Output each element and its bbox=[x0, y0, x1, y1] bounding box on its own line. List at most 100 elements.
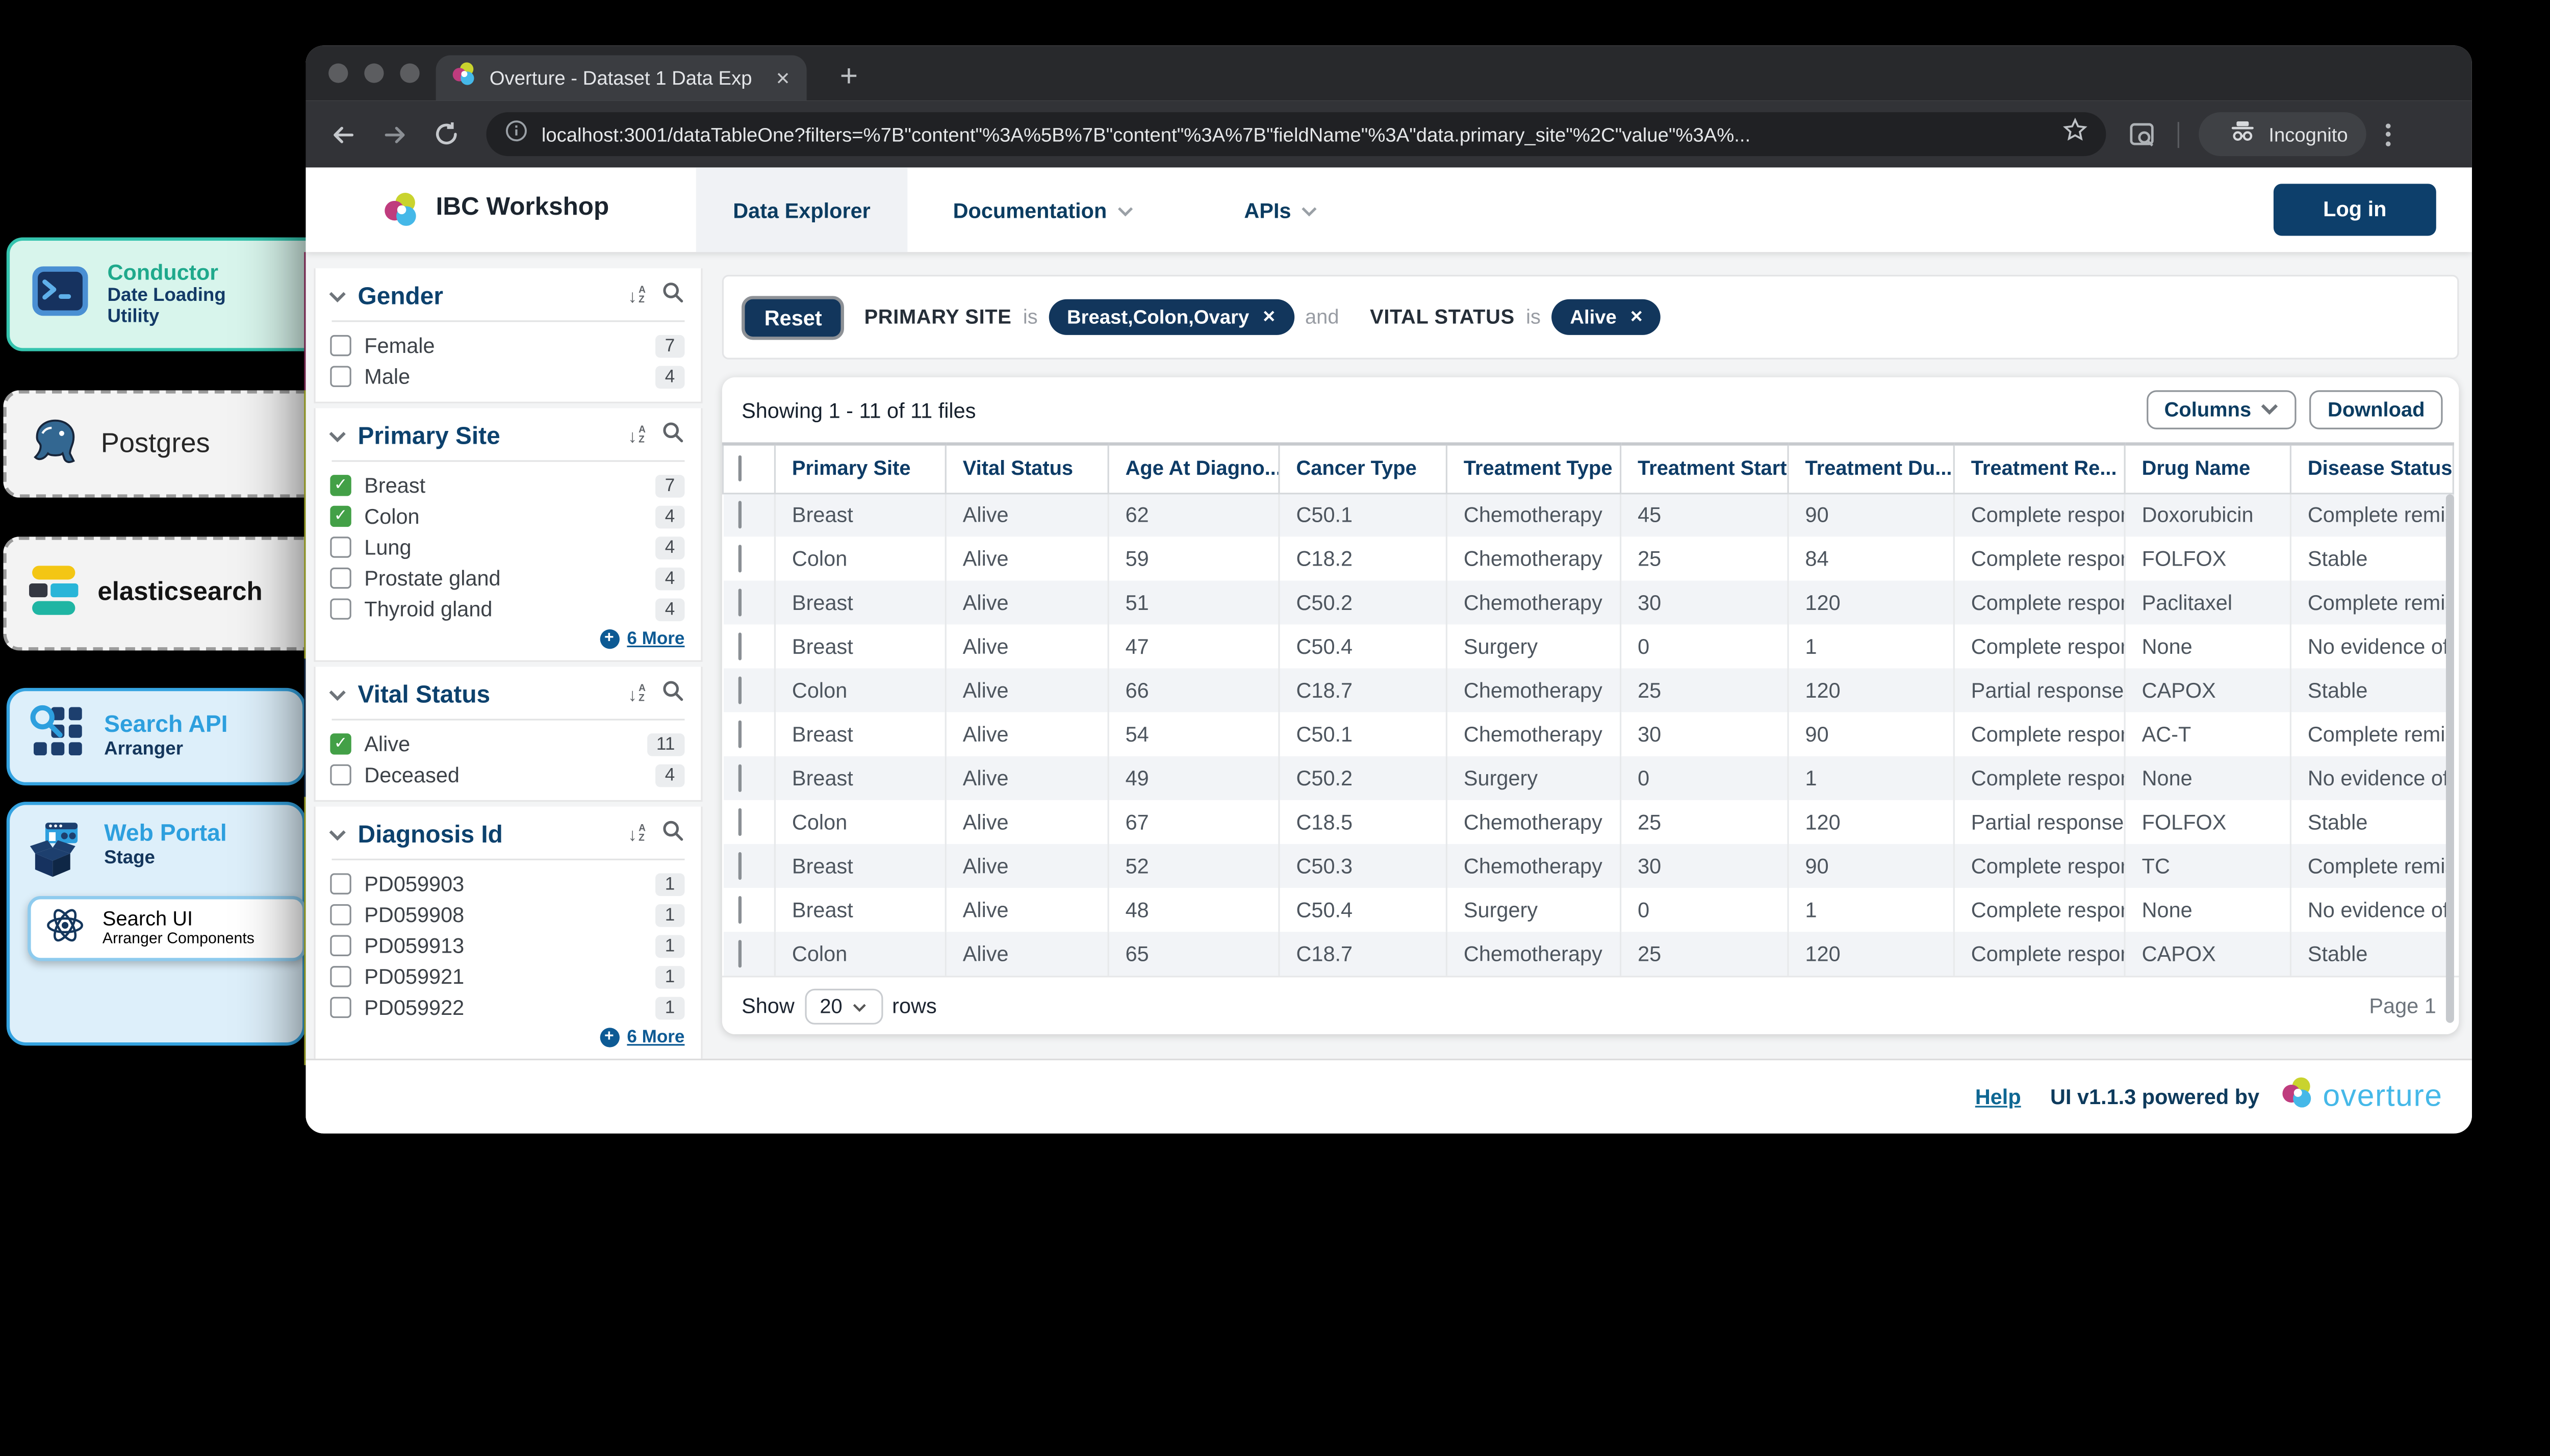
filter-value-pill[interactable]: Breast,Colon,Ovary ✕ bbox=[1049, 299, 1294, 335]
search-icon[interactable] bbox=[662, 680, 685, 711]
row-checkbox[interactable] bbox=[737, 632, 741, 660]
row-checkbox[interactable] bbox=[737, 720, 741, 748]
tab-close-icon[interactable]: ✕ bbox=[775, 69, 790, 89]
checkbox[interactable] bbox=[330, 966, 351, 987]
row-checkbox[interactable] bbox=[737, 589, 741, 617]
select-all-checkbox[interactable] bbox=[738, 455, 742, 482]
search-icon[interactable] bbox=[662, 282, 685, 313]
table-row: Breast Alive 51 C50.2 Chemotherapy 30 120 Compl… bbox=[723, 580, 2454, 625]
checkbox[interactable] bbox=[330, 873, 351, 895]
checkbox[interactable] bbox=[330, 598, 351, 620]
help-link[interactable]: Help bbox=[1975, 1084, 2021, 1109]
table-cell: Colon bbox=[775, 668, 947, 712]
checkbox[interactable]: ✓ bbox=[330, 475, 351, 496]
back-icon[interactable] bbox=[328, 121, 358, 147]
column-header[interactable]: Vital Status bbox=[945, 442, 1109, 494]
facet-option[interactable]: ✓ Alive 11 bbox=[316, 729, 701, 760]
facet-option[interactable]: PD059903 1 bbox=[316, 869, 701, 900]
column-header[interactable]: Age At Diagno... bbox=[1107, 442, 1280, 494]
tab-apis[interactable]: APIs bbox=[1244, 167, 1317, 252]
reload-icon[interactable] bbox=[432, 120, 460, 148]
column-header[interactable]: Treatment Du... bbox=[1787, 442, 1955, 494]
column-header[interactable]: Treatment Re... bbox=[1953, 442, 2126, 494]
search-icon[interactable] bbox=[662, 421, 685, 452]
checkbox[interactable] bbox=[330, 567, 351, 589]
sort-alpha-icon[interactable]: ↓ A Z bbox=[628, 824, 646, 845]
card-title: Web Portal bbox=[104, 821, 227, 848]
remove-filter-icon[interactable]: ✕ bbox=[1262, 308, 1276, 326]
tab-documentation[interactable]: Documentation bbox=[953, 167, 1133, 252]
checkbox[interactable] bbox=[330, 537, 351, 558]
facet-option[interactable]: Thyroid gland 4 bbox=[316, 594, 701, 625]
login-button[interactable]: Log in bbox=[2273, 184, 2436, 236]
maximize-window-button[interactable] bbox=[400, 63, 420, 83]
sort-alpha-icon[interactable]: ↓ A Z bbox=[628, 684, 646, 705]
facet-option[interactable]: Prostate gland 4 bbox=[316, 563, 701, 594]
column-header[interactable]: Disease Status bbox=[2289, 442, 2454, 494]
browser-tab[interactable]: Overture - Dataset 1 Data Exp ✕ bbox=[436, 55, 807, 101]
facet-option[interactable]: ✓ Breast 7 bbox=[316, 470, 701, 501]
remove-filter-icon[interactable]: ✕ bbox=[1629, 308, 1644, 326]
column-header[interactable]: Drug Name bbox=[2124, 442, 2291, 494]
show-more-link[interactable]: +6 More bbox=[316, 1023, 701, 1049]
checkbox[interactable] bbox=[330, 366, 351, 387]
chevron-down-icon[interactable] bbox=[328, 821, 346, 850]
minimize-window-button[interactable] bbox=[364, 63, 384, 83]
new-tab-button[interactable]: + bbox=[839, 60, 858, 94]
chevron-down-icon[interactable] bbox=[328, 282, 346, 311]
table-body: Breast Alive 62 C50.1 Chemotherapy 45 90 Comple… bbox=[723, 493, 2454, 976]
sort-alpha-icon[interactable]: ↓ A Z bbox=[628, 426, 646, 447]
facet-option[interactable]: PD059913 1 bbox=[316, 930, 701, 961]
checkbox[interactable] bbox=[330, 764, 351, 786]
facet-option[interactable]: Male 4 bbox=[316, 361, 701, 392]
checkbox[interactable] bbox=[330, 935, 351, 956]
url-bar[interactable]: localhost:3001/dataTableOne?filters=%7B"… bbox=[486, 112, 2106, 157]
find-in-page-icon[interactable] bbox=[2129, 121, 2158, 147]
facet-option[interactable]: Lung 4 bbox=[316, 532, 701, 563]
checkbox[interactable] bbox=[330, 997, 351, 1018]
forward-icon[interactable] bbox=[380, 121, 410, 147]
columns-button[interactable]: Columns bbox=[2146, 390, 2297, 429]
reset-button[interactable]: Reset bbox=[742, 295, 845, 339]
page-size-select[interactable]: 20 bbox=[804, 988, 883, 1024]
row-checkbox[interactable] bbox=[737, 545, 741, 573]
facet-option[interactable]: PD059908 1 bbox=[316, 899, 701, 930]
checkbox[interactable]: ✓ bbox=[330, 733, 351, 755]
search-icon[interactable] bbox=[662, 820, 685, 851]
row-checkbox[interactable] bbox=[737, 764, 741, 792]
table-cell: 90 bbox=[1788, 712, 1955, 756]
table-scrollbar[interactable] bbox=[2445, 494, 2454, 1023]
browser-menu-icon[interactable] bbox=[2385, 122, 2390, 146]
site-info-icon[interactable] bbox=[504, 118, 529, 150]
tab-data-explorer[interactable]: Data Explorer bbox=[696, 167, 908, 252]
facet-option-count: 4 bbox=[655, 535, 685, 559]
bookmark-star-icon[interactable] bbox=[2062, 117, 2088, 151]
chevron-down-icon[interactable] bbox=[328, 422, 346, 451]
close-window-button[interactable] bbox=[328, 63, 348, 83]
row-checkbox[interactable] bbox=[737, 808, 741, 836]
sort-alpha-icon[interactable]: ↓ A Z bbox=[628, 286, 646, 307]
row-checkbox[interactable] bbox=[737, 676, 741, 704]
row-checkbox[interactable] bbox=[737, 896, 741, 924]
facet-option[interactable]: Deceased 4 bbox=[316, 759, 701, 790]
column-header[interactable]: Primary Site bbox=[774, 442, 947, 494]
row-checkbox[interactable] bbox=[737, 940, 741, 968]
checkbox[interactable] bbox=[330, 904, 351, 926]
download-button[interactable]: Download bbox=[2309, 390, 2443, 429]
checkbox[interactable]: ✓ bbox=[330, 505, 351, 527]
column-header[interactable]: Cancer Type bbox=[1278, 442, 1448, 494]
checkbox[interactable] bbox=[330, 335, 351, 356]
table-cell: Alive bbox=[946, 800, 1109, 844]
row-checkbox[interactable] bbox=[737, 852, 741, 880]
table-cell: C50.4 bbox=[1279, 624, 1448, 669]
facet-option[interactable]: PD059922 1 bbox=[316, 992, 701, 1023]
facet-option[interactable]: PD059921 1 bbox=[316, 961, 701, 992]
facet-option[interactable]: ✓ Colon 4 bbox=[316, 501, 701, 532]
column-header[interactable]: Treatment Start bbox=[1620, 442, 1789, 494]
filter-value-pill[interactable]: Alive ✕ bbox=[1552, 299, 1662, 335]
column-header[interactable]: Treatment Type bbox=[1445, 442, 1622, 494]
show-more-link[interactable]: +6 More bbox=[316, 624, 701, 650]
facet-option[interactable]: Female 7 bbox=[316, 330, 701, 361]
chevron-down-icon[interactable] bbox=[328, 681, 346, 710]
row-checkbox[interactable] bbox=[737, 501, 741, 529]
